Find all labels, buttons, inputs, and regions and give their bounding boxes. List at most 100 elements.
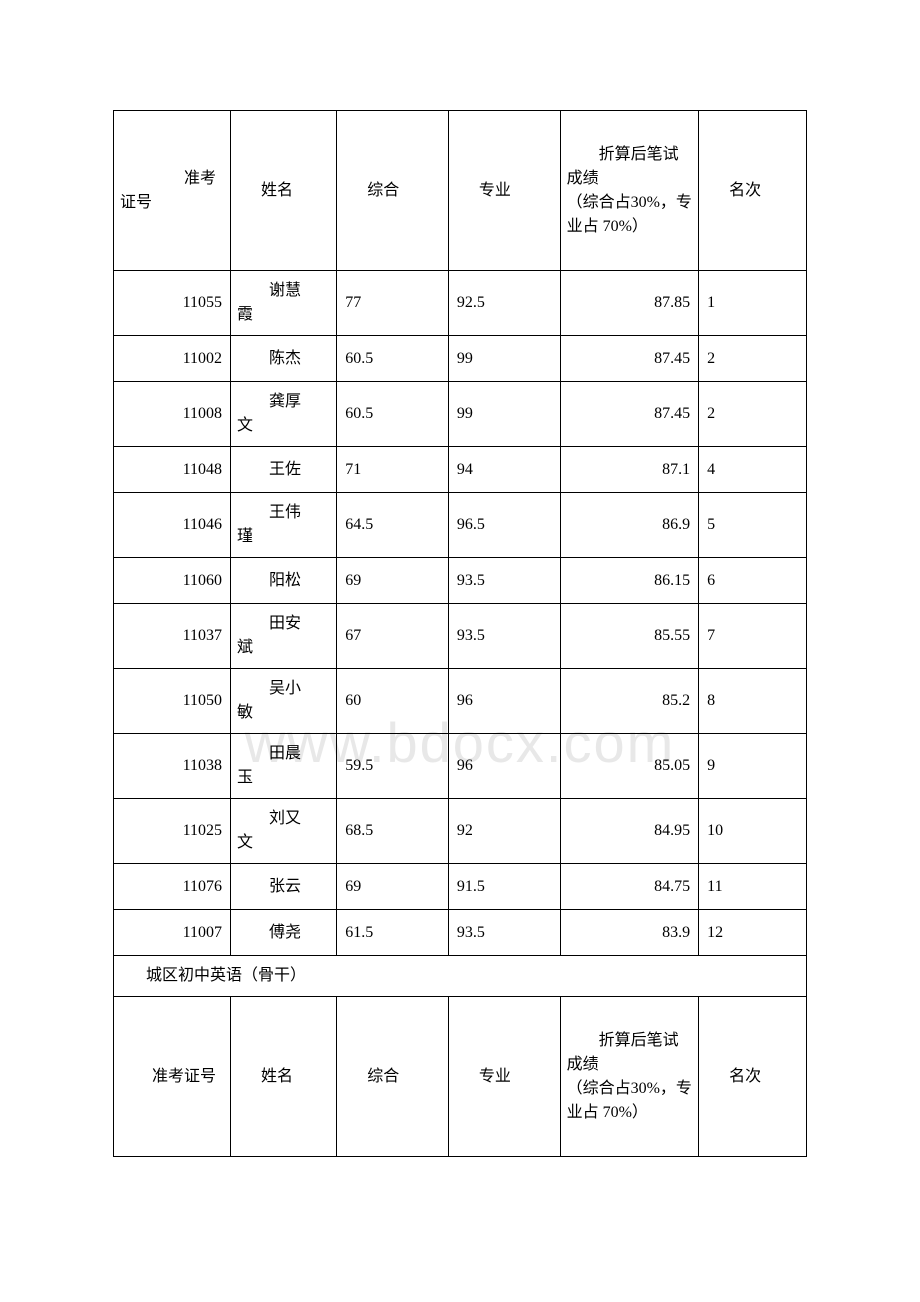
cell-rank: 7: [699, 604, 807, 669]
table-header-row-2: 准考证号 姓名 综合 专业 折算后笔试成绩 （综合占30%，专业占 70%） 名…: [114, 997, 807, 1157]
cell-comp: 67: [337, 604, 449, 669]
cell-name: 王伟瑾: [231, 493, 337, 558]
cell-score: 83.9: [560, 910, 699, 956]
cell-id: 11060: [114, 558, 231, 604]
section-title-row: 城区初中英语（骨干）: [114, 956, 807, 997]
cell-name: 陈杰: [231, 336, 337, 382]
cell-name: 吴小敏: [231, 669, 337, 734]
table-row: 11060 阳松 69 93.5 86.15 6: [114, 558, 807, 604]
cell-comp: 77: [337, 271, 449, 336]
cell-id: 11025: [114, 799, 231, 864]
cell-rank: 2: [699, 336, 807, 382]
cell-name: 刘又文: [231, 799, 337, 864]
cell-name: 田晨玉: [231, 734, 337, 799]
cell-spec: 92: [448, 799, 560, 864]
table-header-row: 准考证号 姓名 综合 专业 折算后笔试成绩 （综合占30%，专业占 70%） 名…: [114, 111, 807, 271]
cell-score: 84.75: [560, 864, 699, 910]
header-specialty: 专业: [448, 111, 560, 271]
cell-score: 87.45: [560, 382, 699, 447]
cell-id: 11002: [114, 336, 231, 382]
cell-comp: 61.5: [337, 910, 449, 956]
cell-name: 王佐: [231, 447, 337, 493]
table-row: 11046 王伟瑾 64.5 96.5 86.9 5: [114, 493, 807, 558]
cell-spec: 96: [448, 669, 560, 734]
cell-rank: 9: [699, 734, 807, 799]
cell-id: 11038: [114, 734, 231, 799]
cell-rank: 4: [699, 447, 807, 493]
table-row: 11055 谢慧霞 77 92.5 87.85 1: [114, 271, 807, 336]
cell-id: 11046: [114, 493, 231, 558]
cell-spec: 91.5: [448, 864, 560, 910]
header-comprehensive: 综合: [337, 111, 449, 271]
cell-rank: 12: [699, 910, 807, 956]
cell-spec: 96: [448, 734, 560, 799]
table-row: 11025 刘又文 68.5 92 84.95 10: [114, 799, 807, 864]
cell-rank: 10: [699, 799, 807, 864]
table-row: 11037 田安斌 67 93.5 85.55 7: [114, 604, 807, 669]
cell-spec: 92.5: [448, 271, 560, 336]
cell-name: 田安斌: [231, 604, 337, 669]
cell-score: 87.85: [560, 271, 699, 336]
cell-id: 11076: [114, 864, 231, 910]
cell-id: 11050: [114, 669, 231, 734]
cell-rank: 5: [699, 493, 807, 558]
cell-score: 87.1: [560, 447, 699, 493]
table-row: 11050 吴小敏 60 96 85.2 8: [114, 669, 807, 734]
cell-comp: 69: [337, 558, 449, 604]
header-score: 折算后笔试成绩 （综合占30%，专业占 70%）: [560, 111, 699, 271]
table-row: 11002 陈杰 60.5 99 87.45 2: [114, 336, 807, 382]
table-row: 11048 王佐 71 94 87.1 4: [114, 447, 807, 493]
table-row: 11038 田晨玉 59.5 96 85.05 9: [114, 734, 807, 799]
section-title: 城区初中英语（骨干）: [114, 956, 807, 997]
cell-comp: 60.5: [337, 382, 449, 447]
header-name: 姓名: [231, 997, 337, 1157]
table-row: 11076 张云 69 91.5 84.75 11: [114, 864, 807, 910]
cell-spec: 93.5: [448, 558, 560, 604]
cell-id: 11037: [114, 604, 231, 669]
header-rank: 名次: [699, 111, 807, 271]
header-name: 姓名: [231, 111, 337, 271]
cell-rank: 2: [699, 382, 807, 447]
cell-id: 11048: [114, 447, 231, 493]
cell-id: 11007: [114, 910, 231, 956]
header-specialty: 专业: [448, 997, 560, 1157]
header-id: 准考证号: [114, 997, 231, 1157]
cell-comp: 59.5: [337, 734, 449, 799]
cell-rank: 11: [699, 864, 807, 910]
cell-rank: 1: [699, 271, 807, 336]
header-score: 折算后笔试成绩 （综合占30%，专业占 70%）: [560, 997, 699, 1157]
table-row: 11007 傅尧 61.5 93.5 83.9 12: [114, 910, 807, 956]
cell-id: 11055: [114, 271, 231, 336]
cell-spec: 99: [448, 336, 560, 382]
cell-comp: 60: [337, 669, 449, 734]
cell-rank: 8: [699, 669, 807, 734]
cell-id: 11008: [114, 382, 231, 447]
page-content: 准考证号 姓名 综合 专业 折算后笔试成绩 （综合占30%，专业占 70%） 名…: [113, 110, 807, 1157]
cell-spec: 93.5: [448, 604, 560, 669]
cell-name: 傅尧: [231, 910, 337, 956]
cell-name: 龚厚文: [231, 382, 337, 447]
cell-spec: 94: [448, 447, 560, 493]
header-id: 准考证号: [114, 111, 231, 271]
cell-score: 85.2: [560, 669, 699, 734]
scores-table: 准考证号 姓名 综合 专业 折算后笔试成绩 （综合占30%，专业占 70%） 名…: [113, 110, 807, 1157]
cell-name: 谢慧霞: [231, 271, 337, 336]
cell-comp: 60.5: [337, 336, 449, 382]
cell-comp: 69: [337, 864, 449, 910]
cell-rank: 6: [699, 558, 807, 604]
cell-name: 阳松: [231, 558, 337, 604]
header-rank: 名次: [699, 997, 807, 1157]
cell-score: 86.9: [560, 493, 699, 558]
cell-spec: 96.5: [448, 493, 560, 558]
header-comprehensive: 综合: [337, 997, 449, 1157]
cell-spec: 93.5: [448, 910, 560, 956]
cell-score: 87.45: [560, 336, 699, 382]
cell-comp: 71: [337, 447, 449, 493]
cell-comp: 64.5: [337, 493, 449, 558]
cell-name: 张云: [231, 864, 337, 910]
cell-score: 84.95: [560, 799, 699, 864]
table-row: 11008 龚厚文 60.5 99 87.45 2: [114, 382, 807, 447]
cell-spec: 99: [448, 382, 560, 447]
cell-score: 86.15: [560, 558, 699, 604]
cell-score: 85.55: [560, 604, 699, 669]
